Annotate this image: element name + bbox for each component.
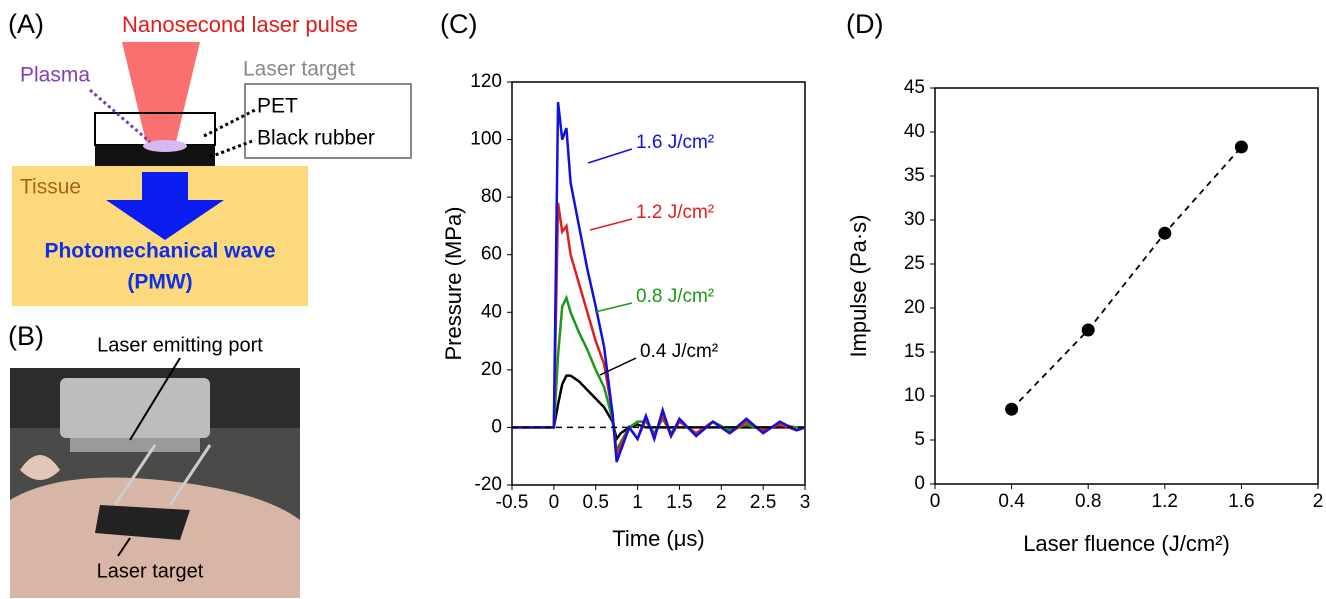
y-tick-label: 25 bbox=[904, 253, 925, 274]
mouse-ear bbox=[20, 455, 60, 480]
series-label: 1.6 J/cm² bbox=[636, 132, 714, 153]
panel-label: (A) bbox=[8, 9, 44, 39]
pet-label: PET bbox=[257, 95, 298, 118]
plasma-pointer bbox=[89, 88, 151, 144]
panel-label: (D) bbox=[846, 9, 883, 39]
plasma bbox=[143, 140, 187, 152]
x-tick-label: 3 bbox=[800, 492, 811, 513]
series-line bbox=[512, 102, 806, 463]
x-tick-label: 0.8 bbox=[1075, 491, 1101, 512]
label-leader bbox=[589, 218, 633, 231]
y-tick-label: 30 bbox=[904, 209, 925, 230]
x-tick-label: 0 bbox=[549, 492, 560, 513]
port-label: Laser emitting port bbox=[97, 334, 263, 356]
tweezer bbox=[168, 444, 212, 506]
wave-arrow bbox=[106, 172, 224, 240]
plot-frame bbox=[934, 87, 1319, 485]
emitting-port bbox=[60, 378, 210, 438]
y-tick-label: 35 bbox=[904, 165, 925, 186]
target-label: Laser target bbox=[97, 560, 204, 582]
label-leader bbox=[587, 148, 633, 164]
y-tick-label: 100 bbox=[470, 129, 502, 150]
y-tick-label: 80 bbox=[481, 186, 502, 207]
series-label: 0.4 J/cm² bbox=[640, 341, 718, 362]
label-leader bbox=[594, 302, 633, 313]
x-tick-label: 1.2 bbox=[1152, 491, 1178, 512]
x-tick-label: 1.6 bbox=[1228, 491, 1254, 512]
target-arrow bbox=[117, 537, 131, 557]
target-title: Laser target bbox=[243, 58, 355, 81]
y-tick-label: 10 bbox=[904, 385, 925, 406]
tissue-label: Tissue bbox=[20, 176, 81, 199]
y-tick-label: 15 bbox=[904, 341, 925, 362]
y-tick-label: 40 bbox=[904, 121, 925, 142]
tweezer bbox=[113, 444, 157, 506]
wave-label: Photomechanical wave bbox=[44, 240, 275, 263]
x-tick-label: 0 bbox=[930, 491, 941, 512]
y-axis-label: Impulse (Pa·s) bbox=[846, 214, 871, 357]
port-arrow bbox=[129, 357, 181, 441]
x-tick-label: 2.5 bbox=[750, 492, 776, 513]
port-rim bbox=[70, 438, 200, 452]
x-tick-label: 0.4 bbox=[998, 491, 1025, 512]
x-axis-label: Laser fluence (J/cm²) bbox=[1023, 531, 1230, 556]
plasma-label: Plasma bbox=[20, 64, 90, 87]
x-tick-label: 2 bbox=[716, 492, 727, 513]
wave-abbr: (PMW) bbox=[127, 271, 192, 294]
y-tick-label: 120 bbox=[470, 71, 502, 92]
target-box bbox=[244, 83, 412, 159]
y-tick-label: 5 bbox=[914, 429, 925, 450]
x-tick-label: 0.5 bbox=[583, 492, 609, 513]
series-label: 1.2 J/cm² bbox=[636, 202, 714, 223]
laser-label: Nanosecond laser pulse bbox=[122, 12, 358, 37]
laser-beam bbox=[122, 42, 200, 142]
point bbox=[1158, 226, 1172, 240]
connect-line bbox=[1010, 146, 1243, 410]
y-axis-label: Pressure (MPa) bbox=[441, 206, 466, 360]
point bbox=[1081, 323, 1095, 337]
y-tick-label: 0 bbox=[914, 473, 925, 494]
x-tick-label: 1 bbox=[632, 492, 643, 513]
point bbox=[1234, 140, 1248, 154]
panel-label: (B) bbox=[8, 321, 44, 351]
label-leader bbox=[599, 357, 637, 376]
y-tick-label: -20 bbox=[475, 474, 502, 495]
x-axis-label: Time (μs) bbox=[612, 526, 705, 551]
rubber-label: Black rubber bbox=[257, 127, 375, 150]
panel-label: (C) bbox=[440, 9, 477, 39]
y-tick-label: 40 bbox=[481, 301, 502, 322]
rubber-layer bbox=[95, 145, 215, 166]
y-tick-label: 45 bbox=[904, 77, 925, 98]
x-tick-label: 1.5 bbox=[666, 492, 692, 513]
rubber-pointer bbox=[209, 138, 256, 159]
y-tick-label: 60 bbox=[481, 244, 502, 265]
point bbox=[1005, 402, 1019, 416]
y-tick-label: 20 bbox=[904, 297, 925, 318]
y-tick-label: 0 bbox=[491, 416, 502, 437]
plot-frame bbox=[511, 81, 806, 486]
target-patch bbox=[95, 505, 190, 540]
y-tick-label: 20 bbox=[481, 359, 502, 380]
x-tick-label: -0.5 bbox=[496, 492, 529, 513]
series-label: 0.8 J/cm² bbox=[636, 286, 714, 307]
x-tick-label: 2 bbox=[1313, 491, 1324, 512]
